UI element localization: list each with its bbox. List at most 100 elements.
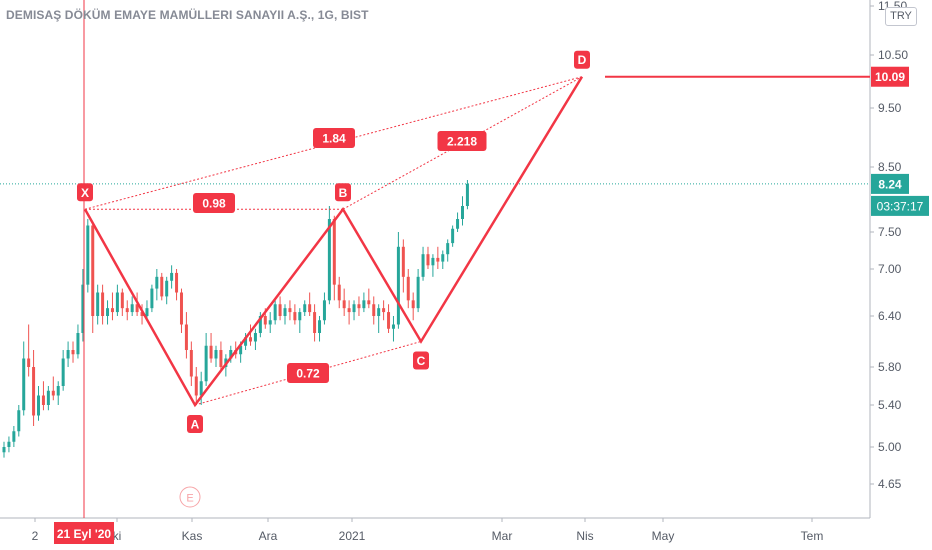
candle-body — [37, 395, 41, 416]
x-tick-label: Ara — [259, 529, 278, 543]
target-price-label: 10.09 — [875, 70, 905, 84]
candle-body — [431, 257, 435, 266]
y-tick-label: 5.80 — [878, 360, 902, 374]
candle-body — [12, 431, 16, 442]
ratio-label: 0.98 — [202, 197, 226, 211]
candle-body — [308, 304, 312, 313]
candle-body — [253, 333, 257, 342]
candle-body — [421, 254, 425, 277]
ratio-label-bg — [287, 363, 329, 383]
y-tick-label: 9.50 — [878, 101, 902, 115]
candle-body — [145, 308, 149, 316]
y-tick-label: 7.00 — [878, 262, 902, 276]
candle-body — [81, 284, 85, 333]
candle-body — [184, 324, 188, 350]
candle-body — [155, 276, 159, 289]
candle-body — [32, 367, 36, 416]
candle-body — [278, 304, 282, 316]
candle-body — [263, 316, 267, 325]
candle-body — [86, 225, 90, 285]
candle-body — [125, 308, 129, 313]
harmonic-pattern-line — [83, 76, 584, 408]
y-tick-label: 7.50 — [878, 225, 902, 239]
x-tick-label: Nis — [576, 529, 593, 543]
candle-body — [214, 350, 218, 359]
candle-body — [22, 358, 26, 411]
point-label-d-bg — [574, 50, 590, 69]
candle-body — [189, 350, 193, 377]
candle-body — [175, 272, 179, 293]
currency-button[interactable]: TRY — [885, 7, 917, 26]
x-tick-label: Mar — [492, 529, 513, 543]
chart-title: DEMISAŞ DÖKÜM EMAYE MAMÜLLERI SANAYII A.… — [6, 8, 369, 22]
candle-body — [456, 219, 460, 229]
candle-body — [283, 308, 287, 316]
candle-body — [91, 225, 95, 316]
candle-body — [446, 243, 450, 255]
countdown-label-bg — [871, 195, 929, 216]
candle-body — [347, 308, 351, 313]
candle-body — [451, 228, 455, 244]
candle-body — [303, 304, 307, 313]
candle-body — [337, 284, 341, 301]
candle-body — [150, 288, 154, 309]
candle-body — [120, 292, 124, 309]
ratio-label: 2.218 — [447, 135, 477, 149]
x-tick-label: 2021 — [339, 529, 366, 543]
candle-body — [411, 300, 415, 309]
x-tick-label: Tem — [801, 529, 824, 543]
candle-body — [342, 300, 346, 309]
point-label-b-bg — [335, 183, 351, 202]
x-tick-label: 2 — [32, 529, 39, 543]
candle-body — [362, 300, 366, 309]
candle-body — [460, 206, 464, 219]
point-label-a: A — [191, 418, 200, 432]
candle-body — [391, 324, 395, 329]
candle-body — [101, 292, 105, 316]
candle-body — [76, 333, 80, 355]
candle-body — [194, 376, 198, 396]
y-tick-label: 8.50 — [878, 160, 902, 174]
candle-body — [27, 358, 31, 367]
countdown-label: 03:37:17 — [877, 199, 924, 213]
candle-body — [244, 337, 248, 346]
candle-body — [66, 350, 70, 359]
candle-body — [273, 304, 277, 321]
candle-body — [140, 312, 144, 316]
candle-body — [2, 447, 6, 453]
candle-body — [372, 304, 376, 316]
candle-body — [239, 345, 243, 355]
y-tick-label: 6.40 — [878, 309, 902, 323]
x-tick-label: Kas — [182, 529, 203, 543]
point-label-a-bg — [187, 415, 203, 433]
current-price-label: 8.24 — [878, 177, 902, 191]
candle-body — [46, 390, 50, 405]
candle-body — [465, 183, 469, 206]
ratio-label-bg — [437, 131, 487, 151]
candle-body — [160, 276, 164, 297]
candle-body — [357, 304, 361, 309]
candle-body — [179, 292, 183, 325]
current-price-label-bg — [871, 173, 909, 194]
candle-body — [56, 386, 60, 396]
candle-body — [436, 257, 440, 262]
crosshair-time-label: 21 Eyl '20 — [57, 527, 112, 541]
point-label-x-bg — [77, 183, 93, 202]
candle-body — [209, 345, 213, 359]
candle-body — [258, 316, 262, 333]
candle-body — [17, 410, 21, 432]
point-label-c: C — [417, 354, 426, 368]
ratio-label: 0.72 — [296, 367, 320, 381]
candle-body — [293, 312, 297, 321]
point-label-c-bg — [413, 351, 429, 370]
candle-body — [416, 276, 420, 309]
candle-body — [199, 381, 203, 396]
candle-body — [51, 390, 55, 396]
x-tick-label: ki — [113, 529, 122, 543]
candle-body — [130, 304, 134, 313]
candle-body — [426, 254, 430, 266]
candle-body — [387, 312, 391, 329]
candle-body — [322, 300, 326, 321]
candle-body — [406, 276, 410, 301]
